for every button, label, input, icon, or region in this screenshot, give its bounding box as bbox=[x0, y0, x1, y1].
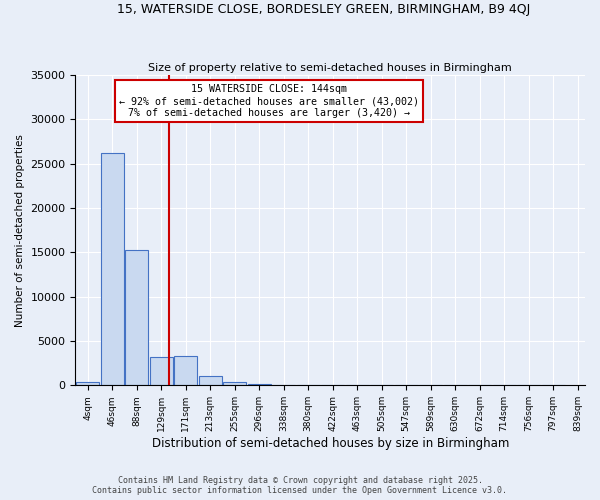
Text: 15, WATERSIDE CLOSE, BORDESLEY GREEN, BIRMINGHAM, B9 4QJ: 15, WATERSIDE CLOSE, BORDESLEY GREEN, BI… bbox=[118, 2, 530, 16]
Bar bbox=[149, 357, 173, 386]
Title: Size of property relative to semi-detached houses in Birmingham: Size of property relative to semi-detach… bbox=[148, 63, 512, 73]
Bar bbox=[248, 384, 271, 386]
Bar bbox=[223, 382, 246, 386]
Bar bbox=[76, 382, 99, 386]
Bar bbox=[125, 250, 148, 386]
Bar bbox=[101, 153, 124, 386]
Y-axis label: Number of semi-detached properties: Number of semi-detached properties bbox=[15, 134, 25, 326]
X-axis label: Distribution of semi-detached houses by size in Birmingham: Distribution of semi-detached houses by … bbox=[152, 437, 509, 450]
Text: 15 WATERSIDE CLOSE: 144sqm
← 92% of semi-detached houses are smaller (43,002)
7%: 15 WATERSIDE CLOSE: 144sqm ← 92% of semi… bbox=[119, 84, 419, 117]
Bar bbox=[199, 376, 222, 386]
Text: Contains HM Land Registry data © Crown copyright and database right 2025.
Contai: Contains HM Land Registry data © Crown c… bbox=[92, 476, 508, 495]
Bar bbox=[174, 356, 197, 386]
